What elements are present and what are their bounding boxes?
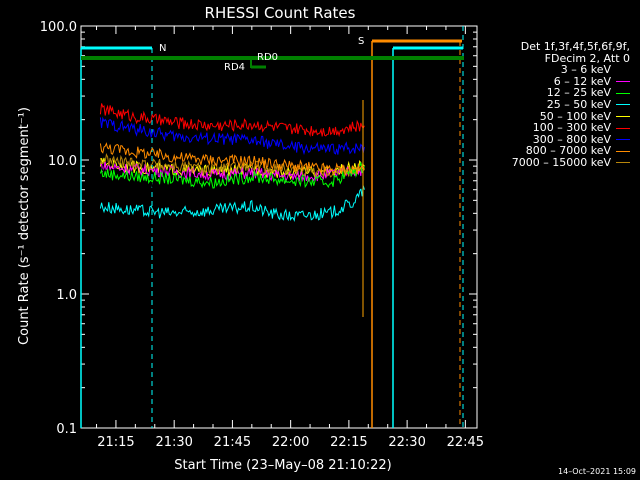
chart-title: RHESSI Count Rates bbox=[205, 4, 356, 22]
legend-item-label: 12 – 25 keV bbox=[546, 86, 611, 100]
legend-swatch bbox=[616, 92, 630, 94]
legend-swatch bbox=[616, 81, 630, 83]
series-line-1 bbox=[100, 161, 365, 184]
legend-item-label: 50 – 100 keV bbox=[539, 109, 611, 123]
y-tick-label: 10.0 bbox=[48, 154, 77, 169]
x-tick-label: 22:45 bbox=[447, 435, 484, 450]
x-tick-label: 21:45 bbox=[214, 435, 251, 450]
legend-swatch bbox=[616, 104, 630, 106]
legend-swatch bbox=[616, 69, 630, 71]
legend-swatch bbox=[616, 162, 630, 164]
saa-label: S bbox=[358, 36, 364, 47]
chart-marks: 0.1 1.0 10.0 100.0 21:15 21:30 21:45 22:00 22:15… bbox=[40, 20, 484, 450]
series-line-2 bbox=[99, 162, 365, 189]
series-line-7 bbox=[99, 142, 365, 178]
legend-items: 3 – 6 keV 6 – 12 keV 12 – 25 keV 25 – 50 ke… bbox=[486, 64, 630, 168]
legend-item-label: 6 – 12 keV bbox=[553, 74, 611, 88]
legend-item: 800 – 7000 keV bbox=[486, 145, 630, 157]
legend-header-line2: FDecim 2, Att 0 bbox=[544, 51, 630, 65]
series-line-5 bbox=[99, 103, 365, 138]
x-tick-label: 22:00 bbox=[272, 435, 309, 450]
chart-xlabel: Start Time (23–May–08 21:10:22) bbox=[174, 458, 391, 473]
rd0-label: RD0 bbox=[257, 52, 278, 63]
plot-frame bbox=[80, 25, 478, 429]
legend-swatch bbox=[616, 127, 630, 129]
night-label: N bbox=[159, 43, 166, 54]
plot-timestamp: 14–Oct–2021 15:09 bbox=[558, 467, 636, 476]
series-line-0 bbox=[99, 167, 365, 203]
y-tick-label: 1.0 bbox=[56, 288, 77, 303]
series-line-6 bbox=[99, 116, 365, 156]
x-tick-label: 22:15 bbox=[330, 435, 367, 450]
y-tick-label: 0.1 bbox=[56, 422, 77, 437]
legend-item-label: 800 – 7000 keV bbox=[525, 144, 611, 158]
legend-item: 12 – 25 keV bbox=[486, 87, 630, 99]
legend-header-line1: Det 1f,3f,4f,5f,6f,9f, bbox=[520, 40, 630, 53]
legend-item: 6 – 12 keV bbox=[486, 74, 630, 88]
legend-item: 50 – 100 keV bbox=[486, 109, 630, 123]
series-line-3 bbox=[99, 185, 365, 222]
legend-item-label: 3 – 6 keV bbox=[560, 63, 611, 77]
chart-legend: Det 1f,3f,4f,5f,6f,9f, FDecim 2, Att 0 3… bbox=[486, 41, 630, 169]
legend-item-label: 25 – 50 keV bbox=[546, 97, 611, 111]
legend-swatch bbox=[616, 139, 630, 141]
chart-ylabel: Count Rate (s⁻¹ detector segment⁻¹) bbox=[17, 107, 32, 345]
x-tick-label: 21:15 bbox=[97, 435, 134, 450]
x-tick-label: 22:30 bbox=[388, 435, 425, 450]
legend-item-label: 100 – 300 keV bbox=[532, 121, 611, 135]
legend-swatch bbox=[616, 116, 630, 118]
legend-item: 100 – 300 keV bbox=[486, 122, 630, 134]
y-tick-label: 100.0 bbox=[40, 20, 77, 35]
rd4-label: RD4 bbox=[224, 62, 245, 73]
legend-item-label: 7000 – 15000 keV bbox=[511, 155, 611, 169]
legend-item: 3 – 6 keV bbox=[486, 64, 630, 76]
legend-swatch bbox=[616, 150, 630, 152]
x-tick-label: 21:30 bbox=[155, 435, 192, 450]
legend-item: 300 – 800 keV bbox=[486, 132, 630, 146]
legend-item: 7000 – 15000 keV bbox=[486, 157, 630, 169]
legend-item: 25 – 50 keV bbox=[486, 99, 630, 111]
legend-item-label: 300 – 800 keV bbox=[532, 132, 611, 146]
